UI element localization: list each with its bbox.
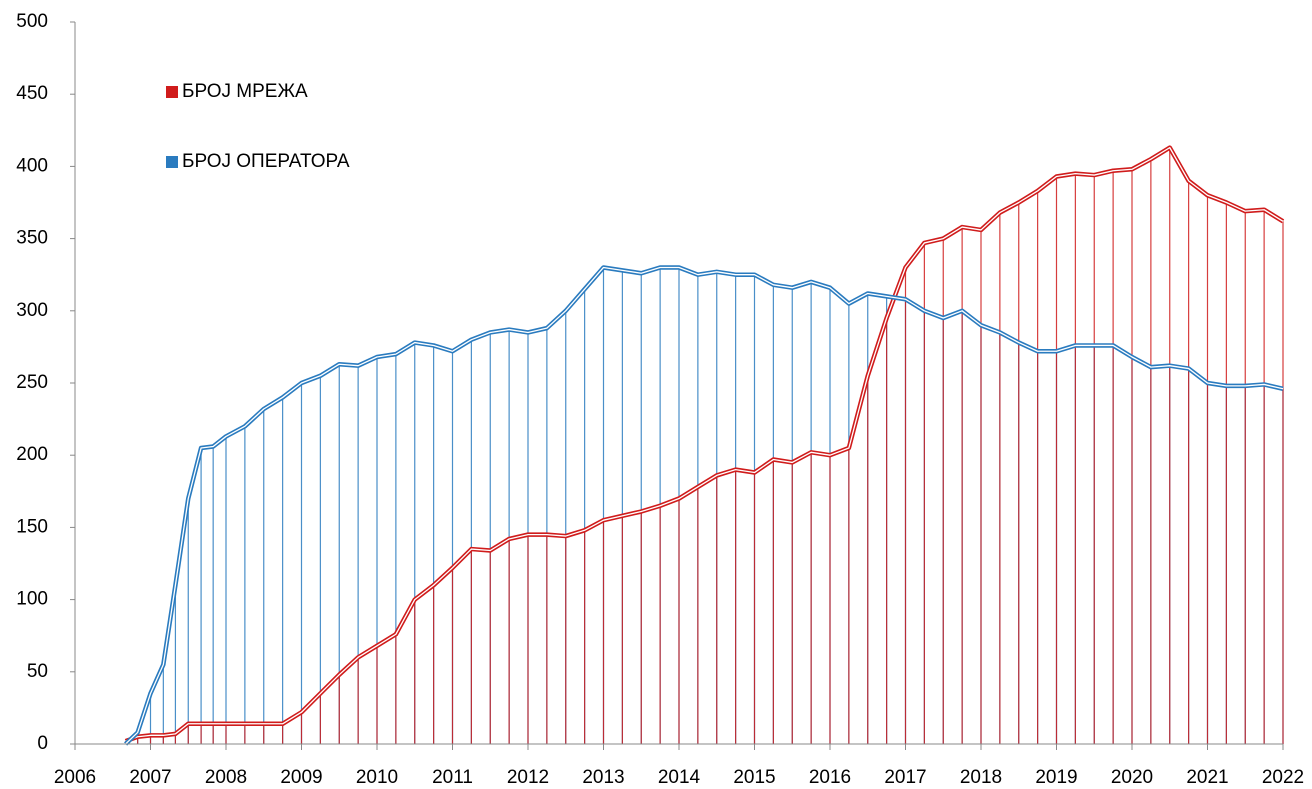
legend-label: БРОЈ МРЕЖА — [182, 81, 308, 102]
x-tick-label: 2012 — [507, 767, 549, 788]
y-tick-label: 450 — [16, 83, 48, 104]
legend-swatch — [166, 86, 178, 98]
x-tick-label: 2015 — [733, 767, 775, 788]
y-tick-label: 200 — [16, 444, 48, 465]
legend-swatch — [166, 156, 178, 168]
x-tick-label: 2013 — [582, 767, 624, 788]
x-tick-label: 2011 — [432, 767, 473, 788]
x-tick-label: 2009 — [280, 767, 322, 788]
x-tick-label: 2018 — [960, 767, 1002, 788]
x-tick-label: 2007 — [129, 767, 171, 788]
y-tick-label: 0 — [37, 733, 48, 754]
series-line — [124, 145, 1285, 744]
x-tick-label: 2010 — [356, 767, 398, 788]
y-tick-label: 50 — [27, 661, 48, 682]
series-line-inner — [125, 146, 1284, 742]
y-tick-label: 100 — [16, 589, 48, 610]
x-tick-label: 2017 — [884, 767, 926, 788]
y-tick-label: 500 — [16, 11, 48, 32]
y-tick-label: 350 — [16, 228, 48, 249]
x-tick-label: 2008 — [205, 767, 247, 788]
x-tick-label: 2021 — [1186, 767, 1228, 788]
x-tick-label: 2019 — [1035, 767, 1077, 788]
y-tick-label: 400 — [16, 155, 48, 176]
x-tick-label: 2014 — [658, 767, 701, 788]
series-line-inner — [125, 266, 1284, 745]
x-tick-label: 2016 — [809, 767, 851, 788]
x-tick-label: 2006 — [54, 767, 96, 788]
series-line — [124, 265, 1284, 746]
x-tick-label: 2022 — [1262, 767, 1304, 788]
y-tick-label: 150 — [16, 516, 48, 537]
legend-label: БРОЈ ОПЕРАТОРА — [182, 151, 350, 172]
y-tick-label: 250 — [16, 372, 48, 393]
x-tick-label: 2020 — [1111, 767, 1153, 788]
y-tick-label: 300 — [16, 300, 48, 321]
